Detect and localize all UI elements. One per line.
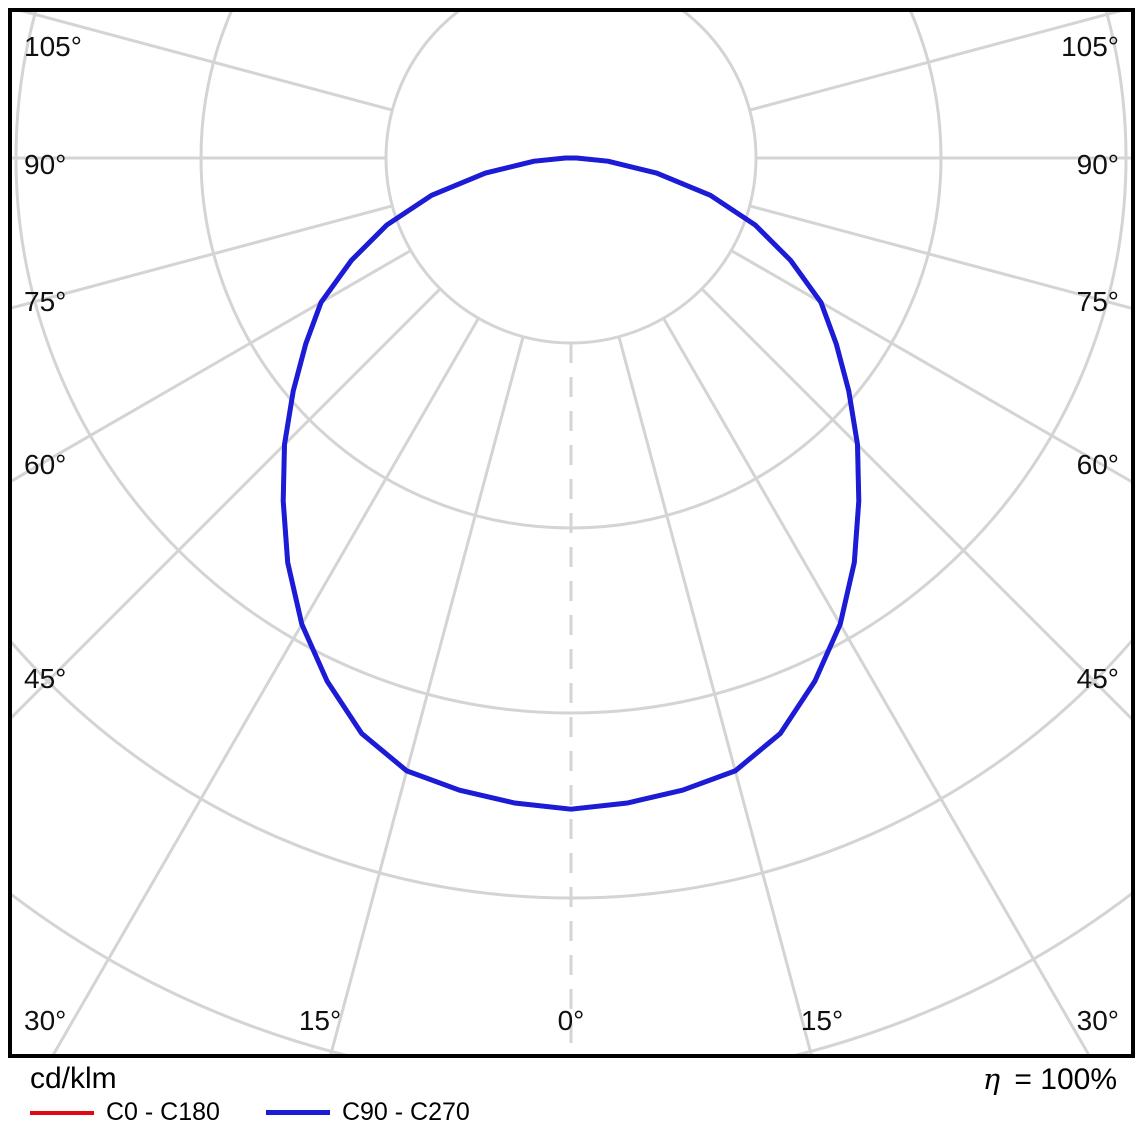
c0-c180-line-swatch [30, 1110, 94, 1115]
grid-radial-line [20, 12, 393, 112]
grid-radial-line [749, 12, 1122, 112]
grid-radial-line [700, 287, 1131, 721]
grid-ring [384, 12, 758, 345]
c90-c270-line-swatch [265, 1110, 330, 1115]
angle-label-left-4: 45° [24, 663, 66, 694]
grid-radial-line [12, 249, 412, 483]
unit-label: cd/klm [30, 1062, 117, 1095]
angle-label-bottom-2: 0° [558, 1005, 585, 1036]
legend-item-c0-c180: C0 - C180 [30, 1098, 220, 1127]
angle-label-right-0: 105° [1061, 31, 1119, 62]
curve-c90-c270 [280, 155, 862, 812]
angle-label-bottom-0: 30° [24, 1005, 66, 1036]
grid-radial-line [12, 204, 393, 310]
legend-label: C0 - C180 [106, 1098, 220, 1126]
polar-chart-canvas: 105° 90° 75° 60° 45° 105° 90° 75° 60° 45° 30° 15° 0°… [12, 12, 1131, 1054]
angle-label-bottom-4: 30° [1077, 1005, 1119, 1036]
polar-grid [12, 12, 1131, 1054]
grid-radial-line [12, 287, 442, 720]
polar-chart-frame: 105° 90° 75° 60° 45° 105° 90° 75° 60° 45° 30° 15° 0°… [8, 8, 1135, 1058]
grid-radial-line [617, 336, 813, 1054]
angle-label-right-4: 45° [1077, 663, 1119, 694]
angle-label-left-0: 105° [24, 31, 82, 62]
grid-radial-line [749, 204, 1131, 310]
grid-radial-line [51, 317, 480, 1054]
efficiency-value: = 100% [1014, 1063, 1117, 1096]
grid-radial-line [730, 249, 1131, 484]
angle-label-bottom-3: 15° [801, 1005, 843, 1036]
angle-label-bottom-1: 15° [299, 1005, 341, 1036]
legend-item-c90-c270: C90 - C270 [265, 1098, 470, 1127]
angle-label-right-2: 75° [1077, 286, 1119, 317]
angle-label-left-1: 90° [24, 149, 66, 180]
grid-radial-line [329, 336, 525, 1054]
eta-symbol: η [982, 1062, 1001, 1096]
grid-radial-line [662, 317, 1091, 1054]
angle-label-left-3: 60° [24, 449, 66, 480]
angle-label-right-1: 90° [1077, 149, 1119, 180]
legend: C0 - C180 C90 - C270 [30, 1098, 470, 1127]
angle-label-right-3: 60° [1077, 449, 1119, 480]
angle-label-left-2: 75° [24, 286, 66, 317]
efficiency-readout: η = 100% [983, 1062, 1117, 1097]
legend-label: C90 - C270 [341, 1098, 470, 1126]
